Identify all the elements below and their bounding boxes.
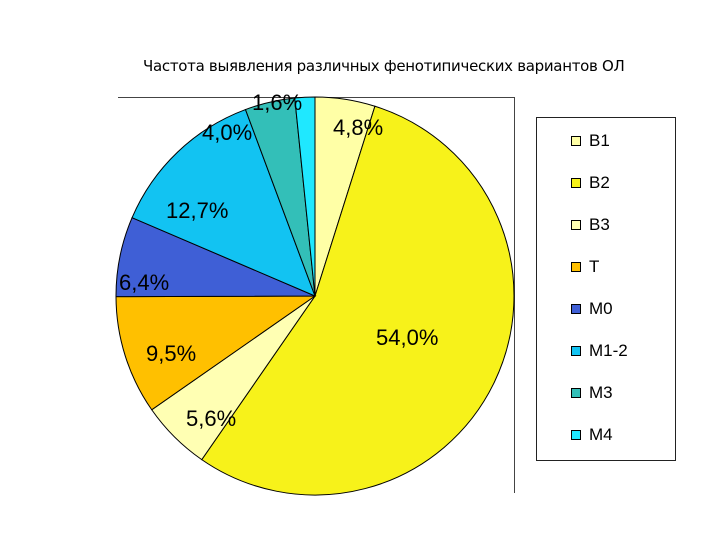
legend-swatch bbox=[571, 136, 581, 146]
slice-label-m4: 1,6% bbox=[252, 90, 302, 115]
legend-swatch bbox=[571, 262, 581, 272]
legend-swatch bbox=[571, 178, 581, 188]
legend-item-m4: M4 bbox=[571, 425, 613, 445]
slice-label-m0: 6,4% bbox=[119, 270, 169, 295]
slice-label-m3: 4,0% bbox=[202, 120, 252, 145]
legend-item-m0: M0 bbox=[571, 299, 613, 319]
legend-label: B1 bbox=[589, 131, 610, 150]
legend-label: T bbox=[589, 257, 600, 276]
legend-label: B3 bbox=[589, 215, 610, 234]
legend-item-m1-2: M1-2 bbox=[571, 341, 628, 361]
plot-area-border-right bbox=[514, 97, 515, 493]
legend-item-b2: B2 bbox=[571, 173, 610, 193]
pie-slice-t bbox=[115, 295, 317, 411]
legend-label: M0 bbox=[589, 299, 613, 318]
legend-label: M1-2 bbox=[589, 341, 628, 360]
chart-title: Частота выявления различных фенотипическ… bbox=[143, 57, 625, 75]
slice-label-t: 9,5% bbox=[146, 341, 196, 366]
legend-item-b1: B1 bbox=[571, 131, 610, 151]
pie-slice-m1-2 bbox=[131, 108, 316, 297]
legend-item-b3: B3 bbox=[571, 215, 610, 235]
legend-label: M3 bbox=[589, 383, 613, 402]
legend-swatch bbox=[571, 304, 581, 314]
legend-item-m3: M3 bbox=[571, 383, 613, 403]
slice-label-m1-2: 12,7% bbox=[166, 198, 228, 223]
chart-legend: B1 B2 B3 T M0 M1-2 M3 M4 bbox=[536, 117, 676, 461]
legend-label: B2 bbox=[589, 173, 610, 192]
slice-label-b2: 54,0% bbox=[376, 325, 438, 350]
legend-label: M4 bbox=[589, 425, 613, 444]
legend-item-t: T bbox=[571, 257, 599, 277]
pie-slice-b2 bbox=[201, 105, 515, 496]
legend-swatch bbox=[571, 388, 581, 398]
slice-label-b1: 4,8% bbox=[333, 115, 383, 140]
pie-slice-m4 bbox=[294, 96, 316, 297]
slice-label-b3: 5,6% bbox=[186, 406, 236, 431]
legend-swatch bbox=[571, 430, 581, 440]
legend-swatch bbox=[571, 346, 581, 356]
legend-swatch bbox=[571, 220, 581, 230]
